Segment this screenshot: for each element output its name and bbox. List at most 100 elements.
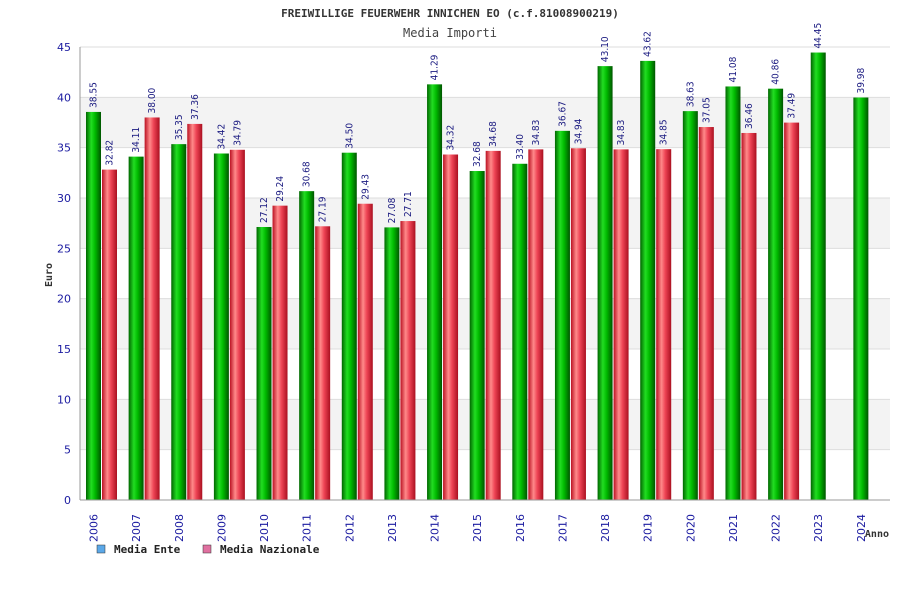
bar-media-nazionale-2015 [485, 150, 501, 500]
bar-media-ente-2019 [640, 60, 656, 500]
bar-media-nazionale-2008 [187, 123, 203, 500]
x-tick-label: 2009 [215, 514, 228, 542]
bar-media-nazionale-2021 [741, 132, 757, 500]
y-axis-label: Euro [44, 263, 55, 287]
bar-media-ente-2012 [341, 152, 357, 500]
x-tick-label: 2022 [770, 514, 783, 542]
value-label-media-ente-2011: 30.68 [302, 161, 313, 187]
value-label-media-ente-2021: 41.08 [728, 56, 739, 82]
value-label-media-ente-2019: 43.62 [643, 31, 654, 57]
value-label-media-nazionale-2016: 34.83 [531, 120, 542, 146]
value-label-media-ente-2016: 33.40 [515, 134, 526, 160]
value-label-media-ente-2015: 32.68 [472, 141, 483, 167]
bar-media-nazionale-2020 [698, 127, 714, 500]
chart-subtitle: Media Importi [403, 26, 497, 40]
bar-media-ente-2007 [128, 156, 144, 500]
bar-media-ente-2006 [86, 111, 101, 501]
bar-media-ente-2010 [256, 226, 272, 500]
value-label-media-ente-2009: 34.42 [216, 124, 227, 150]
value-label-media-nazionale-2008: 37.36 [190, 94, 201, 120]
x-tick-label: 2018 [599, 514, 612, 542]
y-tick-label: 5 [64, 444, 71, 457]
bar-media-nazionale-2022 [784, 122, 800, 500]
bar-media-nazionale-2018 [613, 149, 629, 501]
bar-media-nazionale-2012 [357, 203, 373, 500]
x-tick-label: 2021 [727, 514, 740, 542]
bar-media-nazionale-2017 [570, 148, 586, 500]
bar-media-ente-2022 [768, 88, 784, 501]
value-label-media-nazionale-2014: 34.32 [446, 125, 457, 151]
bar-media-ente-2011 [299, 191, 315, 500]
bar-media-ente-2015 [469, 171, 485, 500]
value-label-media-ente-2020: 38.63 [685, 81, 696, 107]
bar-media-nazionale-2014 [443, 154, 459, 500]
bar-media-ente-2014 [427, 84, 443, 500]
x-axis-label: Anno [865, 529, 889, 540]
y-axis-ticks: 0 5 10 15 20 25 30 35 40 45 [57, 41, 71, 507]
legend-label-media-nazionale: Media Nazionale [220, 543, 320, 556]
y-tick-label: 30 [57, 192, 71, 205]
value-label-media-ente-2012: 34.50 [344, 123, 355, 149]
x-tick-label: 2013 [386, 514, 399, 542]
legend-swatch-media-ente [96, 544, 106, 554]
x-tick-label: 2015 [471, 514, 484, 542]
value-label-media-nazionale-2021: 36.46 [744, 103, 755, 129]
value-label-media-ente-2013: 27.08 [387, 197, 398, 223]
value-label-media-nazionale-2010: 29.24 [275, 176, 286, 202]
value-label-media-ente-2006: 38.55 [89, 82, 100, 108]
y-tick-label: 40 [57, 91, 71, 104]
x-tick-label: 2011 [301, 514, 314, 542]
value-label-media-ente-2022: 40.86 [771, 59, 782, 85]
x-tick-label: 2023 [812, 514, 825, 542]
bar-media-nazionale-2019 [656, 149, 672, 500]
bar-media-nazionale-2009 [229, 149, 245, 500]
y-tick-label: 25 [57, 242, 71, 255]
value-label-media-nazionale-2019: 34.85 [659, 119, 670, 145]
bar-media-nazionale-2010 [272, 205, 288, 500]
value-label-media-nazionale-2013: 27.71 [403, 191, 414, 217]
value-label-media-nazionale-2020: 37.05 [701, 97, 712, 123]
bar-media-nazionale-2011 [315, 226, 331, 500]
value-label-media-ente-2008: 35.35 [174, 114, 185, 140]
bar-media-ente-2009 [213, 153, 229, 500]
value-label-media-nazionale-2011: 27.19 [318, 196, 329, 222]
bar-media-ente-2024 [853, 97, 869, 500]
bars [86, 52, 869, 501]
x-tick-label: 2006 [88, 514, 101, 542]
value-label-media-nazionale-2022: 37.49 [787, 93, 798, 119]
y-tick-label: 15 [57, 343, 71, 356]
bar-media-nazionale-2007 [144, 117, 160, 500]
value-label-media-nazionale-2017: 34.94 [573, 118, 584, 144]
bar-media-nazionale-2013 [400, 221, 416, 500]
x-axis-ticks: 2006 2007 2008 2009 2010 2011 2012 2013 2014 2015… [88, 514, 868, 542]
x-tick-label: 2020 [684, 514, 697, 542]
x-tick-label: 2019 [642, 514, 655, 542]
y-tick-label: 20 [57, 293, 71, 306]
x-tick-label: 2007 [130, 514, 143, 542]
value-label-media-ente-2010: 27.12 [259, 197, 270, 223]
bar-media-ente-2016 [512, 163, 528, 501]
y-tick-label: 0 [64, 494, 71, 507]
bar-media-ente-2023 [810, 52, 826, 500]
value-label-media-ente-2023: 44.45 [813, 23, 824, 49]
chart-title: FREIWILLIGE FEUERWEHR INNICHEN EO (c.f.8… [281, 7, 619, 20]
legend-swatch-media-nazionale [202, 544, 212, 554]
bar-media-ente-2020 [682, 111, 698, 500]
x-tick-label: 2010 [258, 514, 271, 542]
value-label-media-nazionale-2007: 38.00 [147, 87, 158, 113]
value-label-media-ente-2018: 43.10 [600, 36, 611, 62]
bar-media-ente-2008 [171, 144, 187, 501]
x-tick-label: 2014 [429, 514, 442, 542]
x-tick-label: 2016 [514, 514, 527, 542]
value-label-media-ente-2014: 41.29 [430, 54, 441, 80]
value-label-media-nazionale-2018: 34.83 [616, 120, 627, 146]
value-label-media-ente-2024: 39.98 [856, 68, 867, 94]
value-label-media-nazionale-2006: 32.82 [105, 140, 116, 166]
value-label-media-nazionale-2009: 34.79 [232, 120, 243, 146]
bar-media-ente-2013 [384, 227, 400, 501]
y-tick-label: 10 [57, 393, 71, 406]
y-tick-label: 45 [57, 41, 71, 54]
legend: Media Ente Media Nazionale [96, 543, 320, 556]
x-tick-label: 2012 [343, 514, 356, 542]
